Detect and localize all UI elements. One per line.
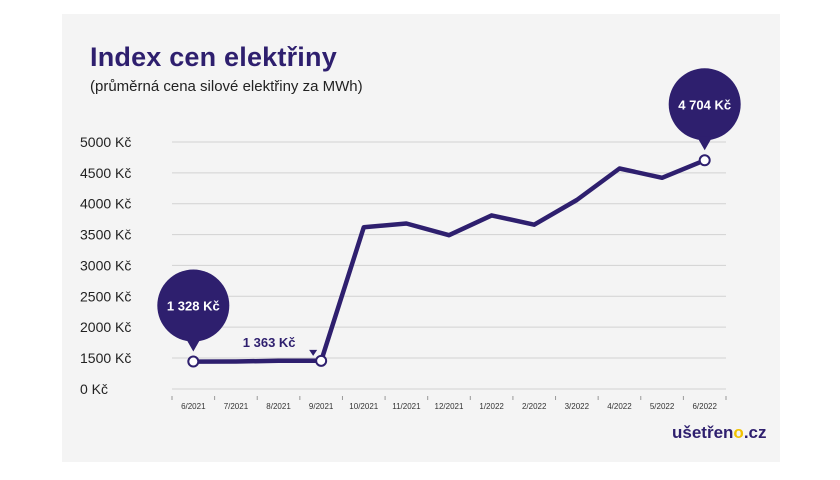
y-tick-label: 4000 Kč xyxy=(80,196,131,212)
x-tick-label: 10/2021 xyxy=(349,402,378,411)
chart-title: Index cen elektřiny xyxy=(90,42,337,72)
y-tick-label: 3000 Kč xyxy=(80,257,131,273)
x-tick-label: 2/2022 xyxy=(522,402,547,411)
brand-prefix: ušetřen xyxy=(672,423,734,442)
y-tick-label: 3500 Kč xyxy=(80,227,131,243)
x-tick-label: 5/2022 xyxy=(650,402,675,411)
data-point-marker xyxy=(315,354,328,367)
x-tick-label: 9/2021 xyxy=(309,402,334,411)
data-point-marker xyxy=(187,355,200,368)
chart-subtitle: (průměrná cena silové elektřiny za MWh) xyxy=(90,78,363,95)
brand-logo: ušetřeno.cz xyxy=(672,423,767,443)
x-tick-label: 7/2021 xyxy=(224,402,249,411)
callout-pointer xyxy=(185,337,202,352)
y-tick-label: 2000 Kč xyxy=(80,319,131,335)
x-tick-label: 1/2022 xyxy=(479,402,504,411)
x-tick-label: 4/2022 xyxy=(607,402,632,411)
y-tick-label: 5000 Kč xyxy=(80,134,131,150)
y-tick-label: 0 Kč xyxy=(80,381,108,397)
x-tick-label: 6/2022 xyxy=(692,402,717,411)
callout-bubble xyxy=(668,68,741,141)
x-tick-label: 3/2022 xyxy=(565,402,590,411)
callout-bubble xyxy=(157,269,230,342)
y-tick-label: 2500 Kč xyxy=(80,288,131,304)
brand-suffix: .cz xyxy=(743,423,767,442)
data-point-marker xyxy=(698,154,711,167)
brand-accent: o xyxy=(733,423,744,442)
x-tick-label: 12/2021 xyxy=(435,402,464,411)
y-tick-label: 4500 Kč xyxy=(80,165,131,181)
callout-label: 1 328 Kč xyxy=(167,299,220,314)
x-tick-label: 8/2021 xyxy=(266,402,291,411)
point-label-arrow xyxy=(309,349,318,356)
point-label: 1 363 Kč xyxy=(243,335,296,350)
x-tick-label: 11/2021 xyxy=(392,402,421,411)
callout-pointer xyxy=(696,136,713,151)
series-line xyxy=(191,158,707,364)
x-tick-label: 6/2021 xyxy=(181,402,206,411)
chart-card xyxy=(62,14,780,462)
y-tick-label: 1500 Kč xyxy=(80,350,131,366)
callout-label: 4 704 Kč xyxy=(678,97,731,112)
